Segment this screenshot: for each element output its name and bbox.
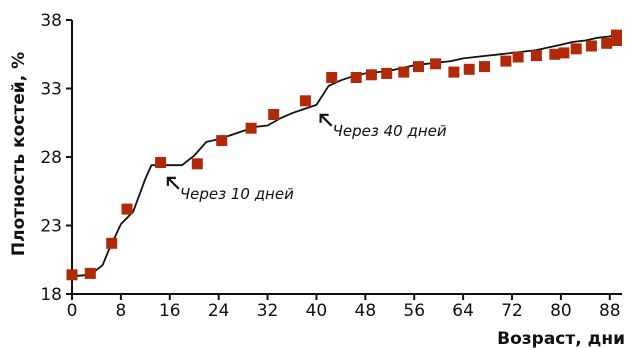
data-point-marker: [268, 109, 280, 120]
data-point-marker: [365, 69, 377, 81]
data-point-marker: [84, 267, 96, 279]
series-line: [71, 32, 623, 278]
x-tick-label: 16: [159, 301, 181, 321]
data-point-marker: [413, 61, 424, 73]
x-tick-label: 0: [67, 301, 78, 321]
annotation: Через 10 дней: [166, 176, 294, 203]
x-tick-label: 24: [208, 301, 230, 321]
y-tick-label: 33: [40, 80, 62, 100]
annotation-arrow: [319, 114, 333, 127]
x-tick-label: 72: [501, 301, 523, 321]
data-point-marker: [245, 122, 257, 134]
data-point-marker: [463, 63, 475, 75]
annotation-arrow: [167, 177, 180, 190]
data-point-marker: [500, 55, 512, 67]
data-point-marker: [398, 66, 410, 78]
data-point-marker: [430, 58, 442, 70]
data-point-marker: [611, 29, 622, 41]
data-point-marker: [479, 61, 490, 73]
data-point-marker: [601, 37, 613, 49]
series-markers: [66, 29, 622, 281]
data-point-marker: [106, 237, 118, 249]
data-point-marker: [66, 269, 78, 281]
bone-density-series: [66, 29, 623, 281]
annotation-label: Через 40 дней: [333, 122, 447, 140]
x-tick-label: 64: [452, 301, 474, 321]
data-point-marker: [570, 43, 582, 55]
x-tick-label: 40: [306, 301, 328, 321]
data-point-marker: [585, 40, 597, 52]
y-axis-ticks: 18 23 28 33 38: [40, 11, 72, 305]
x-tick-label: 8: [115, 301, 126, 321]
y-tick-label: 23: [40, 217, 62, 237]
data-point-marker: [448, 66, 460, 78]
x-axis-title: Возраст, дни: [497, 329, 625, 348]
y-tick-label: 28: [40, 148, 62, 168]
annotation-arrowhead: [319, 113, 329, 123]
data-point-marker: [299, 95, 311, 107]
x-tick-label: 32: [257, 301, 279, 321]
data-point-marker: [530, 50, 542, 62]
data-point-marker: [216, 135, 228, 147]
data-point-marker: [191, 158, 203, 170]
y-axis-title: Плотность костей, %: [9, 52, 29, 256]
data-point-marker: [350, 72, 362, 83]
y-tick-label: 18: [40, 285, 62, 305]
y-tick-label: 38: [40, 11, 62, 31]
x-axis-ticks: 0 8 16 24 32 40 48 56 64 72 80 88: [67, 294, 621, 321]
x-tick-label: 80: [550, 301, 572, 321]
data-point-marker: [155, 157, 167, 168]
data-point-marker: [326, 72, 338, 83]
x-tick-label: 48: [355, 301, 377, 321]
data-point-marker: [121, 203, 133, 215]
annotation-label: Через 10 дней: [180, 185, 294, 203]
data-point-marker: [381, 67, 393, 79]
annotation-arrowhead: [166, 176, 176, 186]
annotation: Через 40 дней: [319, 113, 447, 140]
data-point-marker: [549, 48, 561, 60]
annotations: Через 10 дней Через 40 дней: [166, 113, 447, 203]
data-point-marker: [558, 47, 570, 59]
x-tick-label: 88: [599, 301, 621, 321]
x-tick-label: 56: [403, 301, 425, 321]
data-point-marker: [512, 51, 524, 63]
